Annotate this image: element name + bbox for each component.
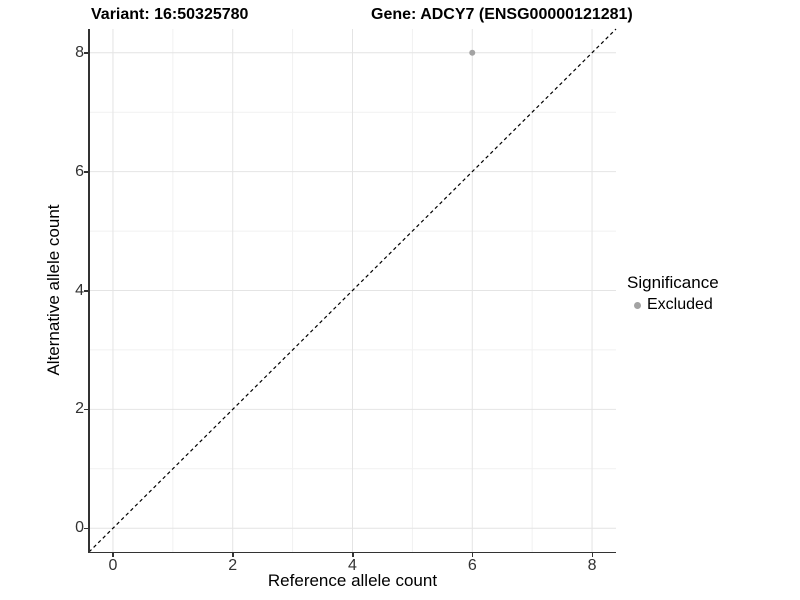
y-tick-label: 8 bbox=[75, 43, 84, 61]
legend-title: Significance bbox=[627, 273, 719, 292]
x-tick-label: 2 bbox=[228, 557, 238, 574]
plot-panel bbox=[88, 28, 617, 553]
x-tick-label: 4 bbox=[348, 557, 357, 574]
data-point-excluded bbox=[469, 49, 476, 56]
x-tick-mark bbox=[232, 553, 234, 557]
x-tick-mark bbox=[471, 553, 474, 557]
legend-entry-label: Excluded bbox=[647, 296, 713, 313]
y-tick-label: 4 bbox=[75, 281, 84, 299]
y-tick-label: 2 bbox=[75, 400, 84, 418]
y-tick-label: 0 bbox=[75, 519, 84, 537]
x-tick-mark bbox=[112, 553, 114, 557]
x-tick-label: 6 bbox=[467, 557, 477, 574]
y-tick-mark bbox=[84, 527, 88, 530]
x-axis-line bbox=[88, 551, 616, 553]
x-tick-label: 0 bbox=[108, 557, 118, 574]
excluded-point-icon bbox=[634, 301, 641, 309]
gene-title: Gene: ADCY7 (ENSG00000121281) bbox=[371, 6, 633, 23]
y-tick-mark bbox=[84, 171, 88, 173]
y-tick-label: 6 bbox=[75, 162, 84, 180]
x-tick-mark bbox=[591, 553, 594, 557]
variant-title: Variant: 16:50325780 bbox=[91, 6, 249, 23]
plot-area-svg bbox=[88, 28, 617, 553]
identity-reference-line bbox=[88, 28, 617, 553]
x-axis-title: Reference allele count bbox=[267, 571, 438, 590]
y-axis-line bbox=[88, 29, 90, 553]
x-tick-label: 8 bbox=[587, 557, 597, 574]
y-tick-mark bbox=[84, 52, 88, 54]
y-tick-mark bbox=[84, 408, 88, 411]
legend: Significance Excluded bbox=[627, 272, 719, 314]
legend-entry-excluded: Excluded bbox=[627, 296, 719, 314]
y-tick-mark bbox=[84, 290, 88, 292]
x-tick-mark bbox=[352, 553, 354, 557]
